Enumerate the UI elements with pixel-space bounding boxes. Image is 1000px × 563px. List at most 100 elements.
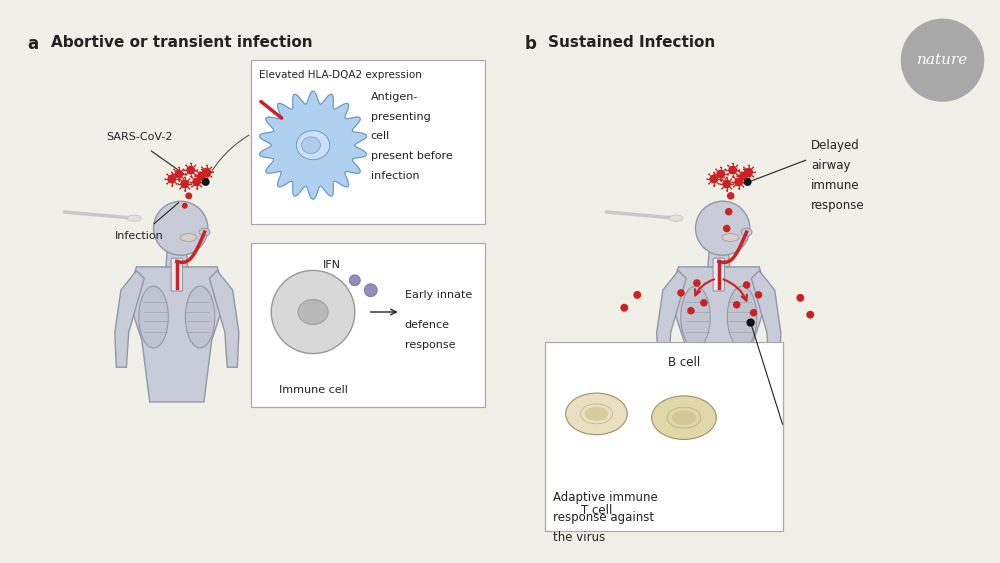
Circle shape	[176, 183, 177, 185]
Circle shape	[725, 169, 727, 171]
Circle shape	[190, 163, 192, 164]
Circle shape	[716, 169, 725, 178]
Circle shape	[184, 190, 186, 191]
Circle shape	[744, 168, 753, 177]
Circle shape	[173, 178, 175, 180]
Ellipse shape	[727, 286, 757, 348]
Circle shape	[201, 176, 202, 178]
Text: response: response	[405, 339, 455, 350]
FancyBboxPatch shape	[251, 60, 485, 224]
Circle shape	[753, 176, 754, 177]
Circle shape	[743, 168, 744, 170]
Ellipse shape	[180, 234, 197, 242]
Circle shape	[796, 294, 804, 302]
Circle shape	[178, 178, 179, 180]
Circle shape	[743, 176, 745, 177]
Circle shape	[744, 178, 752, 186]
Circle shape	[206, 178, 207, 180]
Circle shape	[755, 291, 762, 298]
Circle shape	[743, 182, 744, 184]
Ellipse shape	[580, 404, 612, 424]
Circle shape	[728, 166, 737, 175]
Circle shape	[633, 291, 641, 299]
Circle shape	[196, 171, 198, 172]
Text: Elevated HLA-DQA2 expression: Elevated HLA-DQA2 expression	[259, 70, 422, 80]
Circle shape	[620, 304, 628, 312]
Circle shape	[727, 173, 728, 175]
Circle shape	[741, 171, 743, 173]
Text: Adaptive immune: Adaptive immune	[553, 491, 657, 504]
Circle shape	[748, 180, 749, 182]
Text: response: response	[811, 199, 865, 212]
Circle shape	[713, 185, 715, 186]
Circle shape	[743, 176, 744, 178]
Circle shape	[715, 168, 717, 170]
Circle shape	[732, 176, 734, 177]
Circle shape	[197, 169, 198, 171]
Circle shape	[179, 188, 181, 190]
Text: Antigen-: Antigen-	[371, 92, 418, 102]
Ellipse shape	[296, 131, 330, 160]
Circle shape	[192, 177, 201, 186]
Text: b: b	[525, 35, 537, 53]
Circle shape	[190, 176, 192, 177]
Polygon shape	[209, 271, 239, 367]
Circle shape	[189, 188, 190, 190]
Circle shape	[733, 176, 735, 178]
Circle shape	[733, 301, 740, 309]
Circle shape	[718, 183, 719, 185]
Circle shape	[743, 186, 744, 187]
Circle shape	[201, 186, 202, 187]
Polygon shape	[708, 246, 730, 267]
Circle shape	[721, 178, 723, 180]
Text: Infection: Infection	[115, 231, 163, 242]
Ellipse shape	[672, 410, 696, 425]
Circle shape	[202, 178, 210, 186]
Circle shape	[191, 183, 192, 185]
Text: immune: immune	[811, 179, 860, 192]
Circle shape	[733, 186, 735, 187]
Circle shape	[733, 183, 734, 185]
Ellipse shape	[667, 407, 701, 428]
Circle shape	[708, 183, 710, 185]
Circle shape	[748, 164, 749, 166]
Ellipse shape	[127, 215, 141, 221]
Circle shape	[186, 166, 195, 175]
Ellipse shape	[681, 286, 710, 348]
Circle shape	[211, 167, 212, 168]
Text: T cell: T cell	[581, 504, 612, 517]
Polygon shape	[657, 271, 686, 367]
Ellipse shape	[302, 137, 320, 154]
Circle shape	[738, 188, 739, 190]
Text: Immune cell: Immune cell	[279, 385, 347, 395]
Circle shape	[734, 177, 743, 186]
Circle shape	[725, 178, 726, 180]
Circle shape	[726, 176, 728, 178]
Circle shape	[720, 167, 722, 168]
Circle shape	[179, 178, 181, 180]
Circle shape	[208, 175, 209, 177]
Ellipse shape	[199, 228, 210, 236]
Circle shape	[185, 193, 192, 199]
Circle shape	[201, 176, 203, 177]
Text: defence: defence	[405, 320, 450, 330]
Text: the virus: the virus	[553, 530, 605, 543]
Circle shape	[196, 188, 197, 190]
Text: presenting: presenting	[371, 111, 430, 122]
Circle shape	[164, 178, 166, 180]
Circle shape	[750, 175, 751, 177]
Ellipse shape	[139, 286, 168, 348]
Circle shape	[700, 299, 708, 306]
Circle shape	[178, 167, 180, 168]
Polygon shape	[130, 267, 223, 402]
Circle shape	[731, 178, 732, 180]
Text: airway: airway	[811, 159, 851, 172]
Circle shape	[206, 180, 207, 182]
Circle shape	[196, 175, 197, 176]
Circle shape	[182, 203, 188, 209]
Circle shape	[191, 186, 193, 187]
Circle shape	[693, 279, 701, 287]
Circle shape	[727, 192, 734, 200]
Circle shape	[753, 167, 754, 168]
Ellipse shape	[185, 286, 215, 348]
